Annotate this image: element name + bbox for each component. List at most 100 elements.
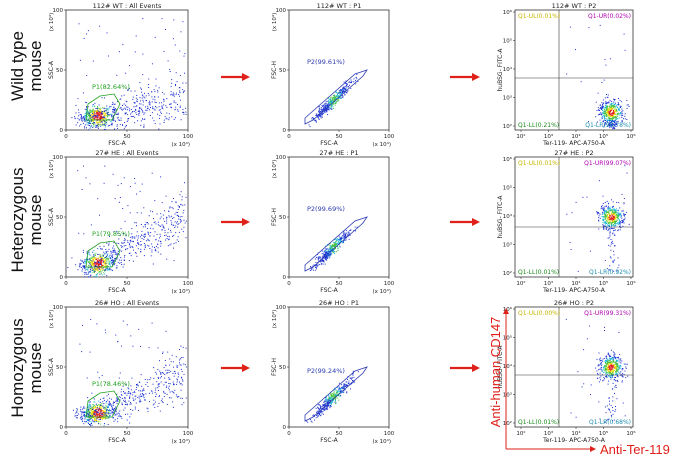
- event-dot: [152, 98, 154, 100]
- event-dot: [604, 110, 606, 112]
- event-dot: [621, 108, 623, 110]
- event-dot: [151, 224, 153, 226]
- event-dot: [615, 113, 617, 115]
- event-dot: [329, 397, 331, 399]
- event-dot: [604, 110, 606, 112]
- event-dot: [125, 72, 127, 74]
- event-dot: [91, 423, 92, 424]
- event-dot: [117, 112, 119, 114]
- event-dot: [124, 255, 126, 256]
- event-dot: [109, 397, 111, 399]
- event-dot: [613, 214, 615, 215]
- event-dot: [173, 370, 175, 372]
- event-dot: [102, 410, 104, 412]
- event-dot: [115, 252, 117, 254]
- event-dot: [605, 224, 606, 226]
- event-dot: [614, 99, 616, 100]
- y-axis-label: FSC-H: [271, 358, 278, 376]
- event-dot: [324, 103, 326, 105]
- event-dot: [123, 103, 125, 105]
- event-dot: [609, 232, 611, 233]
- event-dot: [110, 259, 112, 261]
- event-dot: [154, 101, 156, 103]
- event-dot: [88, 122, 90, 124]
- event-dot: [105, 262, 107, 264]
- event-dot: [105, 249, 107, 250]
- event-dot: [337, 250, 339, 251]
- event-dot: [94, 110, 96, 112]
- event-dot: [328, 251, 330, 253]
- event-dot: [602, 208, 604, 210]
- event-dot: [176, 222, 178, 224]
- event-dot: [102, 113, 103, 115]
- event-dot: [179, 381, 180, 383]
- event-dot: [342, 88, 344, 89]
- event-dot: [163, 100, 165, 102]
- event-dot: [345, 86, 347, 88]
- event-dot: [106, 395, 108, 397]
- event-dot: [159, 410, 161, 412]
- event-dot: [99, 259, 100, 261]
- event-dot: [162, 98, 164, 100]
- event-dot: [610, 106, 612, 108]
- event-dot: [95, 110, 97, 112]
- quadrant-lr-label: Q1-LR(0.92%): [589, 269, 631, 276]
- y-tick-label: 0: [283, 128, 287, 134]
- event-dot: [611, 118, 613, 120]
- event-dot: [88, 419, 89, 421]
- event-dot: [91, 261, 93, 263]
- event-dot: [95, 268, 97, 270]
- event-dot: [104, 411, 106, 413]
- event-dot: [344, 239, 346, 241]
- event-dot: [88, 129, 90, 131]
- event-dot: [337, 246, 339, 248]
- event-dot: [119, 410, 121, 412]
- event-dot: [136, 235, 138, 237]
- event-dot: [336, 397, 338, 399]
- event-dot: [99, 414, 101, 416]
- event-dot: [610, 220, 611, 222]
- event-dot: [99, 408, 101, 410]
- event-dot: [182, 109, 184, 110]
- event-dot: [323, 251, 325, 253]
- event-dot: [92, 408, 94, 409]
- event-dot: [89, 424, 91, 425]
- event-dot: [179, 218, 181, 220]
- event-dot: [603, 114, 605, 116]
- event-dot: [82, 116, 84, 118]
- event-dot: [603, 220, 605, 222]
- event-dot: [324, 107, 326, 108]
- event-dot: [609, 124, 611, 126]
- event-dot: [84, 418, 86, 420]
- event-dot: [99, 407, 101, 409]
- event-dot: [76, 408, 78, 410]
- event-dot: [87, 409, 89, 411]
- event-dot: [126, 404, 128, 406]
- event-dot: [613, 114, 615, 116]
- event-dot: [614, 110, 616, 112]
- event-dot: [104, 407, 106, 409]
- event-dot: [353, 381, 355, 383]
- event-dot: [77, 109, 79, 111]
- event-dot: [140, 374, 142, 376]
- event-dot: [614, 102, 616, 104]
- event-dot: [331, 99, 333, 100]
- event-dot: [92, 122, 94, 124]
- event-dot: [84, 118, 86, 120]
- event-dot: [338, 98, 340, 99]
- event-dot: [92, 263, 94, 265]
- event-dot: [106, 242, 108, 244]
- event-dot: [104, 109, 106, 111]
- event-dot: [93, 112, 95, 114]
- event-dot: [173, 383, 175, 385]
- event-dot: [86, 411, 88, 413]
- event-dot: [601, 108, 602, 110]
- event-dot: [157, 405, 159, 407]
- event-dot: [100, 117, 102, 119]
- event-dot: [98, 407, 100, 409]
- event-dot: [353, 81, 355, 83]
- event-dot: [163, 392, 165, 394]
- event-dot: [139, 400, 141, 402]
- event-dot: [319, 415, 321, 417]
- event-dot: [145, 106, 146, 108]
